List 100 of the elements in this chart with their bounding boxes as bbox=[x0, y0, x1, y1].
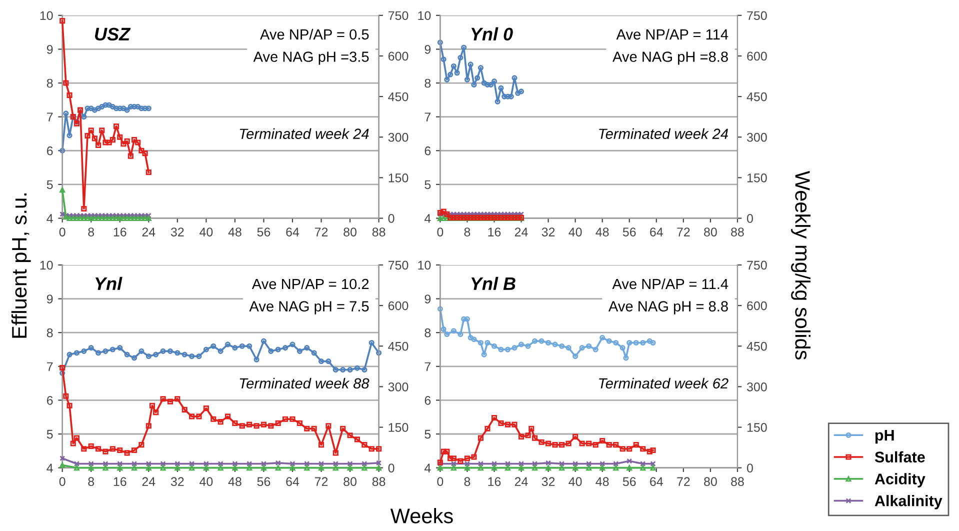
text: USZ bbox=[95, 28, 131, 41]
y2-tick-label: 750 bbox=[747, 260, 767, 270]
y2-tick-label: 300 bbox=[388, 382, 408, 392]
y2-tick-label: 450 bbox=[746, 92, 767, 102]
x-tick-label: 64 bbox=[650, 477, 663, 486]
x-tick-label: 48 bbox=[228, 477, 242, 486]
x-tick-label: 56 bbox=[622, 477, 636, 486]
y-tick-label: 6 bbox=[46, 396, 53, 405]
x-tick-label: 24 bbox=[514, 477, 528, 486]
y-tick-label: 4 bbox=[46, 214, 53, 223]
y-tick-label: 7 bbox=[46, 112, 53, 122]
x-tick-label: 48 bbox=[596, 228, 609, 236]
y2-tick-label: 0 bbox=[388, 214, 394, 223]
y2-axis-title: Weekly mg/kg solids bbox=[791, 170, 810, 360]
y-tick-label: 7 bbox=[46, 362, 53, 371]
y-tick-label: 10 bbox=[40, 260, 53, 270]
annotation: Ave NP/AP = 114 bbox=[616, 28, 728, 40]
legend-label: Sulfate bbox=[874, 451, 925, 463]
annotation: Terminated week 24 bbox=[240, 128, 369, 139]
annotation: Ave NP/AP = 0.5 bbox=[260, 28, 369, 40]
x-tick-label: 40 bbox=[200, 228, 213, 236]
x-tick-label: 0 bbox=[59, 228, 66, 236]
x-tick-label: 48 bbox=[228, 228, 242, 236]
y2-tick-label: 300 bbox=[746, 132, 767, 142]
x-axis-title: Weeks bbox=[390, 508, 453, 524]
x-tick-label: 24 bbox=[142, 228, 156, 236]
y2-tick-label: 150 bbox=[747, 423, 767, 432]
x-tick-label: 48 bbox=[596, 477, 609, 486]
y2-tick-label: 300 bbox=[388, 132, 408, 142]
x-tick-label: 32 bbox=[170, 477, 184, 486]
y-tick-label: 6 bbox=[424, 396, 431, 405]
text: Ynl bbox=[96, 276, 122, 290]
y2-tick-label: 0 bbox=[388, 464, 394, 472]
x-tick-label: 88 bbox=[731, 477, 744, 486]
x-tick-label: 32 bbox=[542, 228, 555, 236]
y-tick-label: 5 bbox=[424, 180, 431, 190]
x-tick-label: 56 bbox=[257, 228, 270, 236]
y-tick-label: 5 bbox=[46, 180, 53, 190]
y2-tick-label: 150 bbox=[388, 173, 408, 182]
y2-tick-label: 450 bbox=[388, 342, 408, 351]
y2-tick-label: 300 bbox=[746, 382, 767, 392]
x-tick-label: 56 bbox=[257, 477, 270, 486]
x-tick-label: 64 bbox=[286, 477, 300, 486]
y-tick-label: 9 bbox=[424, 45, 431, 54]
y-tick-label: 7 bbox=[424, 362, 431, 371]
legend-label: Alkalinity bbox=[874, 495, 942, 510]
text: Ynl B bbox=[471, 276, 516, 290]
x-tick-label: 40 bbox=[568, 477, 582, 486]
x-tick-label: 80 bbox=[704, 477, 717, 486]
y-tick-label: 10 bbox=[418, 11, 431, 20]
annotation: Ave NAG pH =8.8 bbox=[612, 52, 728, 65]
y2-tick-label: 450 bbox=[746, 342, 767, 351]
x-tick-label: 72 bbox=[677, 228, 690, 236]
y2-tick-label: 750 bbox=[747, 11, 767, 20]
x-tick-label: 8 bbox=[88, 477, 94, 486]
x-tick-label: 16 bbox=[488, 477, 501, 486]
x-tick-label: 56 bbox=[622, 228, 636, 236]
y2-tick-label: 600 bbox=[388, 52, 408, 61]
y-tick-label: 9 bbox=[46, 294, 53, 304]
y2-tick-label: 150 bbox=[388, 423, 408, 432]
x-tick-label: 24 bbox=[142, 477, 156, 486]
y-tick-label: 6 bbox=[424, 146, 431, 156]
annotation: Ave NAG pH =3.5 bbox=[253, 52, 369, 65]
x-tick-label: 64 bbox=[286, 228, 300, 236]
y2-tick-label: 600 bbox=[388, 301, 408, 310]
x-tick-label: 72 bbox=[314, 477, 328, 486]
annotation: Ave NAG pH = 8.8 bbox=[608, 301, 728, 314]
y2-tick-label: 0 bbox=[746, 214, 753, 223]
x-tick-label: 32 bbox=[170, 228, 184, 236]
x-tick-label: 24 bbox=[514, 228, 528, 236]
x-tick-label: 8 bbox=[464, 228, 470, 236]
x-tick-label: 88 bbox=[372, 228, 386, 236]
annotation: Terminated week 88 bbox=[240, 378, 370, 389]
y2-tick-label: 450 bbox=[388, 92, 408, 102]
y2-tick-label: 750 bbox=[388, 260, 408, 270]
y2-tick-label: 0 bbox=[746, 464, 753, 472]
legend-label: Acidity bbox=[874, 473, 926, 488]
y-tick-label: 8 bbox=[46, 328, 53, 338]
y-tick-label: 4 bbox=[46, 464, 53, 472]
y-tick-label: 9 bbox=[424, 294, 431, 304]
legend-label: pH bbox=[875, 430, 894, 444]
y-tick-label: 7 bbox=[424, 112, 431, 122]
y-tick-label: 8 bbox=[46, 78, 53, 88]
annotation: Ave NP/AP = 11.4 bbox=[612, 278, 728, 290]
x-tick-label: 16 bbox=[114, 228, 126, 236]
y-tick-label: 10 bbox=[40, 11, 53, 20]
x-tick-label: 80 bbox=[704, 228, 717, 236]
text: Ynl 0 bbox=[471, 27, 513, 41]
y-tick-label: 8 bbox=[424, 78, 431, 88]
x-tick-label: 64 bbox=[650, 228, 663, 236]
y-tick-label: 9 bbox=[46, 45, 53, 54]
y-axis-title: Effluent pH, s.u. bbox=[11, 193, 31, 338]
x-tick-label: 88 bbox=[731, 228, 744, 236]
y2-tick-label: 600 bbox=[747, 52, 767, 61]
x-tick-label: 16 bbox=[488, 228, 501, 236]
y2-tick-label: 600 bbox=[747, 301, 767, 310]
x-tick-label: 40 bbox=[200, 477, 213, 486]
annotation: Ave NP/AP = 10.2 bbox=[252, 278, 369, 290]
y-tick-label: 10 bbox=[418, 260, 431, 270]
x-tick-label: 0 bbox=[437, 477, 444, 486]
